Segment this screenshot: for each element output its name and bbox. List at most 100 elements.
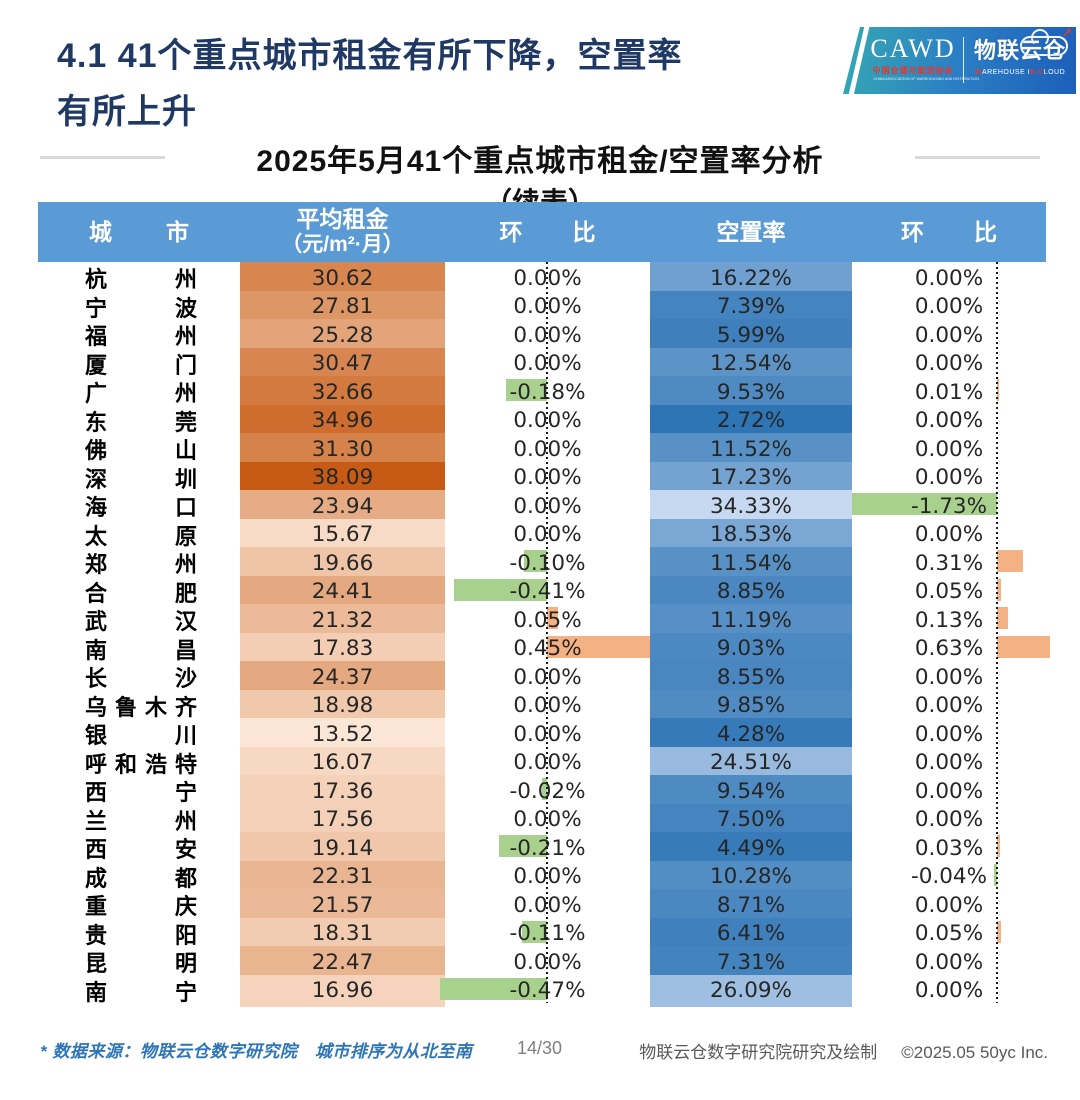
vacancy-rate-cell: 5.99% (650, 319, 852, 351)
city-name-cell: 西安 (38, 832, 240, 864)
change-value: 0.00% (914, 436, 984, 462)
footer-data-source-note: * 数据来源：物联云仓数字研究院 城市排序为从北至南 (40, 1042, 473, 1061)
positive-change-bar (997, 379, 999, 401)
vacancy-mom-cell: 0.00% (852, 718, 1046, 750)
vacancy-mom-cell: 0.00% (852, 889, 1046, 921)
city-name: 佛山 (85, 438, 197, 463)
vacancy-rate-cell: 4.49% (650, 832, 852, 864)
positive-change-bar (547, 635, 650, 658)
average-rent-cell: 19.66 (240, 547, 445, 579)
city-name-cell: 南昌 (38, 633, 240, 665)
change-value: 0.00% (914, 322, 984, 348)
vacancy-mom-cell: 0.00% (852, 433, 1046, 465)
city-rent-vacancy-table: 城市 平均租金 （元/m²·月） 环比 空置率 环比 杭州 30.62 0.00% 1… (38, 202, 1050, 1007)
average-rent-cell: 17.56 (240, 803, 445, 836)
vacancy-mom-cell: 0.00% (852, 319, 1046, 351)
city-name: 厦门 (85, 352, 197, 378)
city-name-cell: 厦门 (38, 348, 240, 380)
city-name: 东莞 (85, 409, 197, 435)
average-rent-cell: 13.52 (240, 718, 445, 750)
city-name: 郑州 (85, 552, 197, 577)
vacancy-mom-cell: 0.05% (852, 918, 1046, 950)
city-name-cell: 呼和浩特 (38, 747, 240, 779)
vacancy-rate-cell: 26.09% (650, 974, 852, 1007)
negative-change-bar (505, 379, 547, 401)
header-cell-vacancy: 空置率 (650, 219, 852, 245)
vacancy-rate-cell: 16.22% (650, 262, 852, 294)
positive-change-bar (997, 607, 1008, 629)
logo-slash-decoration (846, 27, 871, 94)
vacancy-mom-cell: 0.00% (852, 975, 1046, 1007)
table-header-row: 城市 平均租金 （元/m²·月） 环比 空置率 环比 (38, 202, 1046, 262)
average-rent-cell: 16.96 (240, 974, 445, 1007)
change-value: 0.00% (914, 949, 984, 975)
change-value: 0.00% (914, 351, 984, 376)
positive-change-bar (547, 607, 559, 629)
average-rent-cell: 16.07 (240, 746, 445, 779)
vacancy-mom-cell: -0.04% (852, 861, 1046, 893)
brand-sub-mid: AREHOUSE I (981, 69, 1031, 76)
table-title: 2025年5月41个重点城市租金/空置率分析 （续表） (0, 136, 1080, 221)
city-name: 重庆 (85, 894, 197, 919)
negative-change-bar (524, 550, 547, 572)
city-name: 长沙 (85, 666, 197, 691)
city-name: 成都 (85, 865, 197, 891)
vacancy-rate-cell: 10.28% (650, 860, 852, 893)
header-cell-rent-mom: 环比 (499, 218, 596, 245)
brand-sub-c: C (1038, 69, 1044, 76)
change-value: -1.73% (910, 493, 988, 519)
vacancy-rate-cell: 9.85% (650, 689, 852, 722)
logo-divider (963, 37, 964, 83)
average-rent-cell: 32.66 (240, 376, 445, 408)
vacancy-mom-cell: 0.00% (852, 804, 1046, 836)
vacancy-rate-cell: 2.72% (650, 404, 852, 437)
average-rent-cell: 27.81 (240, 290, 445, 323)
city-name-cell: 福州 (38, 319, 240, 351)
city-name-cell: 郑州 (38, 547, 240, 579)
positive-change-bar (997, 578, 1002, 601)
brand-english-name: WAREHOUSE IN CLOUD (970, 69, 1070, 76)
negative-change-bar (521, 920, 547, 943)
brand-sub-n: N (1030, 69, 1036, 76)
city-name: 武汉 (85, 609, 197, 634)
header-rent-line2: （元/m²·月） (281, 233, 404, 256)
city-name: 合肥 (85, 580, 197, 606)
city-name: 兰州 (85, 808, 197, 834)
city-name-cell: 海口 (38, 490, 240, 522)
warehouse-in-cloud-block: ↗ 物联云仓 WAREHOUSE IN CLOUD (970, 27, 1072, 76)
vacancy-rate-cell: 11.52% (650, 433, 852, 465)
change-value: 0.00% (914, 693, 984, 718)
city-name-cell: 东莞 (38, 405, 240, 437)
city-name-cell: 佛山 (38, 433, 240, 465)
vacancy-mom-cell: 0.00% (852, 262, 1046, 294)
brand-sub-end: LOUD (1043, 69, 1066, 76)
positive-change-bar (997, 635, 1050, 658)
city-name-cell: 合肥 (38, 576, 240, 608)
brand-wordmark: 物联云仓 (973, 38, 1066, 63)
city-name-cell: 深圳 (38, 462, 240, 494)
change-value: 0.00% (914, 522, 984, 547)
city-name-cell: 武汉 (38, 604, 240, 636)
city-name: 西宁 (85, 780, 197, 805)
change-value: -0.04% (910, 864, 988, 889)
vacancy-mom-cell: 0.03% (852, 832, 1046, 864)
footer-credit: 物联云仓数字研究院研究及绘制 ©2025.05 50yc Inc. (639, 1038, 1048, 1063)
average-rent-cell: 21.32 (240, 604, 445, 636)
vacancy-rate-cell: 9.03% (650, 632, 852, 665)
change-value: 0.00% (914, 892, 984, 918)
vacancy-rate-cell: 24.51% (650, 746, 852, 779)
city-name-cell: 成都 (38, 861, 240, 893)
